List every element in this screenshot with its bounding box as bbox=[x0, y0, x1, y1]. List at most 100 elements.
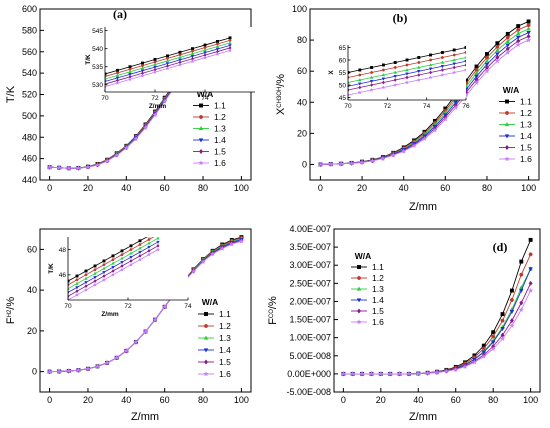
y-tick-label: 540 bbox=[22, 68, 37, 78]
data-point bbox=[421, 135, 428, 142]
legend-title: W/A bbox=[503, 85, 520, 95]
data-point bbox=[113, 152, 120, 158]
inset-point bbox=[381, 85, 386, 90]
inset-point bbox=[120, 249, 124, 253]
legend-entry: 1.5 bbox=[372, 306, 384, 316]
inset-point bbox=[152, 69, 158, 75]
inset-point bbox=[429, 58, 433, 62]
y-tick-label: 1.00E-007 bbox=[289, 333, 331, 343]
inset-point bbox=[84, 273, 88, 277]
legend-entry: 1.3 bbox=[372, 284, 384, 294]
plot-frame bbox=[39, 228, 252, 393]
legend-entry: 1.4 bbox=[219, 345, 231, 355]
data-point bbox=[424, 370, 431, 376]
inset-point bbox=[369, 87, 374, 92]
panel-label: (b) bbox=[393, 11, 408, 25]
legend-marker bbox=[204, 312, 208, 316]
y-tick-label: 580 bbox=[22, 25, 37, 35]
y-tick-label: 2.00E-007 bbox=[289, 296, 331, 306]
inset-point bbox=[147, 241, 151, 245]
data-point bbox=[525, 37, 532, 43]
inset-point bbox=[111, 258, 115, 262]
data-point bbox=[75, 165, 82, 171]
inset-point bbox=[102, 259, 106, 263]
data-point bbox=[526, 19, 531, 24]
inset-point bbox=[102, 266, 106, 270]
data-point bbox=[377, 370, 384, 377]
inset-point bbox=[452, 48, 456, 52]
inset-point bbox=[191, 47, 194, 51]
inset-point bbox=[464, 63, 466, 67]
inset-point bbox=[102, 271, 106, 275]
legend-marker bbox=[504, 134, 510, 139]
y-tick-label: 500 bbox=[22, 111, 37, 121]
inset-x-tick-label: 70 bbox=[344, 103, 352, 110]
inset-point bbox=[464, 46, 466, 49]
data-point bbox=[442, 116, 449, 122]
x-tick-label: 20 bbox=[357, 183, 367, 193]
data-point bbox=[434, 369, 440, 375]
data-point bbox=[327, 161, 334, 167]
inset-series bbox=[105, 36, 233, 89]
data-point bbox=[415, 370, 422, 376]
legend-marker bbox=[199, 103, 203, 108]
data-point bbox=[238, 238, 245, 244]
plot-frame bbox=[333, 228, 541, 393]
legend-marker bbox=[357, 276, 361, 280]
legend-marker bbox=[198, 159, 204, 166]
inset-y-tick-label: 55 bbox=[339, 70, 347, 77]
y-tick-label: 60 bbox=[297, 66, 307, 76]
data-point bbox=[509, 322, 515, 329]
data-point bbox=[349, 370, 356, 377]
inset-point bbox=[84, 269, 88, 273]
inset-point bbox=[129, 251, 133, 255]
data-point bbox=[519, 259, 524, 264]
y-axis-label: FH2/% bbox=[5, 297, 17, 324]
inset-x-tick-label: 74 bbox=[184, 303, 192, 310]
inset-point bbox=[358, 68, 362, 72]
inset-point bbox=[417, 73, 421, 77]
inset-point bbox=[165, 66, 170, 71]
data-point bbox=[518, 288, 524, 294]
inset-point bbox=[84, 276, 88, 280]
legend-marker bbox=[198, 148, 204, 155]
legend-marker bbox=[356, 308, 362, 314]
x-tick-label: 40 bbox=[413, 395, 423, 405]
inset-x-tick-label: 74 bbox=[423, 103, 431, 110]
data-point bbox=[432, 127, 438, 133]
data-point bbox=[133, 339, 139, 345]
inset-point bbox=[464, 60, 466, 64]
data-point bbox=[123, 347, 130, 354]
inset-y-tick-label: 46 bbox=[59, 272, 67, 279]
inset-point bbox=[464, 51, 466, 54]
inset-point bbox=[381, 73, 386, 77]
inset-point bbox=[111, 254, 115, 258]
legend: W/A1.11.21.31.41.51.6 bbox=[351, 251, 384, 327]
inset-y-tick-label: 65 bbox=[339, 45, 347, 52]
inset-point bbox=[178, 55, 182, 59]
inset-point bbox=[228, 40, 232, 45]
data-point bbox=[75, 367, 82, 373]
legend-marker bbox=[356, 298, 362, 303]
inset-point bbox=[190, 55, 195, 59]
data-point bbox=[443, 368, 450, 374]
y-tick-label: 60 bbox=[27, 244, 37, 254]
data-point bbox=[505, 38, 511, 43]
y-tick-label: 1.50E-007 bbox=[289, 315, 331, 325]
inset-point bbox=[451, 70, 457, 75]
inset-point bbox=[369, 75, 374, 79]
inset-point bbox=[404, 80, 410, 85]
inset-point bbox=[440, 60, 445, 64]
inset-point bbox=[138, 243, 142, 247]
data-point bbox=[113, 354, 120, 361]
inset-point bbox=[129, 248, 133, 252]
data-point bbox=[474, 70, 479, 75]
inset-point bbox=[452, 58, 456, 62]
data-point bbox=[94, 162, 101, 168]
inset-chart: 70 72 74 76 45 50 55 60 65 X bbox=[328, 45, 470, 110]
inset-point bbox=[393, 75, 397, 79]
inset-point bbox=[165, 58, 170, 63]
inset-y-tick-label: 45 bbox=[339, 95, 347, 102]
inset-point bbox=[440, 51, 444, 54]
legend-marker bbox=[199, 115, 203, 119]
